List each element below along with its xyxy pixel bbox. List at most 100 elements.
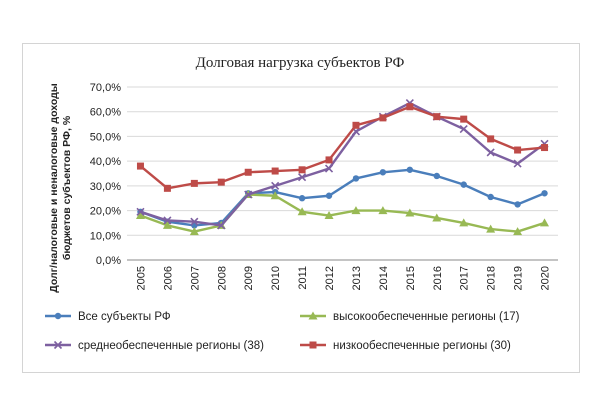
x-tick-label: 2012 <box>324 266 336 290</box>
legend-marker-mid <box>53 340 63 350</box>
data-point-low <box>433 113 441 121</box>
data-point-low <box>514 146 522 154</box>
x-tick-label: 2018 <box>486 266 498 290</box>
legend-label-all: Все субъекты РФ <box>78 311 171 323</box>
x-tick-label: 2020 <box>540 266 552 290</box>
data-point-low <box>460 115 468 123</box>
x-tick-label: 2017 <box>459 266 471 290</box>
y-tick-label: 30,0% <box>90 181 121 193</box>
legend-item-mid: среднеобеспеченные регионы (38) <box>45 340 264 352</box>
data-point-mid <box>271 181 280 190</box>
data-point-high <box>432 213 442 222</box>
series-high <box>135 190 550 236</box>
data-point-low <box>271 167 279 175</box>
data-point-high <box>378 206 388 215</box>
x-tick-label: 2016 <box>432 266 444 290</box>
y-tick-label: 50,0% <box>90 131 121 143</box>
data-point-all <box>460 181 467 188</box>
legend: Все субъекты РФ высокообеспеченные регион… <box>45 311 520 352</box>
y-axis-title-line-2: бюджетов субъектов РФ, % <box>61 115 73 260</box>
series-mid <box>136 98 549 230</box>
data-point-all <box>514 201 521 208</box>
data-point-mid <box>136 207 145 216</box>
legend-label-low: низкообеспеченные регионы (30) <box>333 340 511 352</box>
data-point-mid <box>217 221 226 230</box>
data-point-low <box>298 166 306 174</box>
chart-title: Долговая нагрузка субъектов РФ <box>196 55 405 71</box>
x-tick-label: 2019 <box>513 266 525 290</box>
x-tick-label: 2008 <box>216 266 228 290</box>
data-point-low <box>190 179 198 187</box>
x-tick-label: 2007 <box>189 266 201 290</box>
data-point-high <box>540 218 550 227</box>
data-point-high <box>486 224 496 233</box>
legend-label-high: высокообеспеченные регионы (17) <box>333 311 520 323</box>
legend-item-high: высокообеспеченные регионы (17) <box>300 311 520 323</box>
data-point-high <box>351 206 361 215</box>
y-tick-label: 60,0% <box>90 107 121 119</box>
x-tick-label: 2011 <box>297 266 309 290</box>
y-tick-label: 10,0% <box>90 230 121 242</box>
data-point-all <box>325 192 333 199</box>
data-point-mid <box>163 216 172 225</box>
data-point-mid <box>513 159 522 168</box>
y-axis-title-line-1: Долг/налоговые и неналоговые доходы <box>48 83 60 293</box>
x-tick-label: 2010 <box>270 266 282 290</box>
x-tick-label: 2014 <box>378 266 390 290</box>
data-point-low <box>217 178 225 186</box>
data-point-high <box>270 191 280 200</box>
data-point-low <box>487 135 495 143</box>
y-tick-label: 70,0% <box>90 82 121 94</box>
data-point-high <box>189 227 199 236</box>
series-group <box>135 98 550 236</box>
x-tick-labels: 2005 2006 2007 2008 2009 2010 2011 2012 2013 2014… <box>135 266 551 290</box>
x-tick-label: 2015 <box>405 266 417 290</box>
data-point-high <box>459 218 469 227</box>
data-point-low <box>136 162 144 170</box>
y-tick-label: 20,0% <box>90 206 121 218</box>
data-point-low <box>541 144 549 152</box>
data-point-mid <box>324 164 334 173</box>
data-point-all <box>298 195 306 202</box>
data-point-all <box>352 175 360 182</box>
chart-frame <box>22 43 580 373</box>
data-point-high <box>324 211 334 220</box>
legend-item-low: низкообеспеченные регионы (30) <box>300 340 511 352</box>
data-point-mid <box>244 190 253 199</box>
series-all <box>137 166 548 229</box>
data-point-low <box>406 103 414 111</box>
x-tick-label: 2006 <box>162 266 174 290</box>
x-tick-label: 2009 <box>243 266 255 290</box>
data-point-low <box>352 121 360 129</box>
x-tick-label: 2013 <box>351 266 363 290</box>
data-point-low <box>244 168 252 176</box>
legend-item-all: Все субъекты РФ <box>45 311 171 323</box>
x-tick-label: 2005 <box>135 266 147 290</box>
data-point-high <box>162 220 172 229</box>
series-line-high <box>140 193 545 233</box>
data-point-low <box>325 156 333 164</box>
y-tick-label: 0,0% <box>96 255 121 267</box>
y-tick-labels: 0,0% 10,0% 20,0% 30,0% 40,0% 50,0% 60,0% 70,0% <box>90 82 121 267</box>
legend-marker-low <box>309 341 317 349</box>
legend-label-mid: среднеобеспеченные регионы (38) <box>78 340 264 352</box>
data-point-mid <box>190 217 199 226</box>
data-point-high <box>297 207 307 216</box>
data-point-high <box>135 211 145 220</box>
data-point-all <box>433 172 440 180</box>
data-point-low <box>379 114 387 122</box>
data-point-all <box>541 190 548 197</box>
series-line-all <box>140 168 545 227</box>
data-point-mid <box>459 124 468 134</box>
y-axis-title: Долг/налоговые и неналоговые доходы бюдж… <box>48 83 73 293</box>
data-point-mid <box>298 173 307 182</box>
data-point-all <box>379 169 387 176</box>
series-line-mid <box>140 101 546 227</box>
gridlines <box>127 86 558 261</box>
legend-marker-high <box>308 311 318 320</box>
data-point-high <box>513 227 523 236</box>
data-point-low <box>163 184 171 192</box>
series-line-low <box>139 105 545 190</box>
